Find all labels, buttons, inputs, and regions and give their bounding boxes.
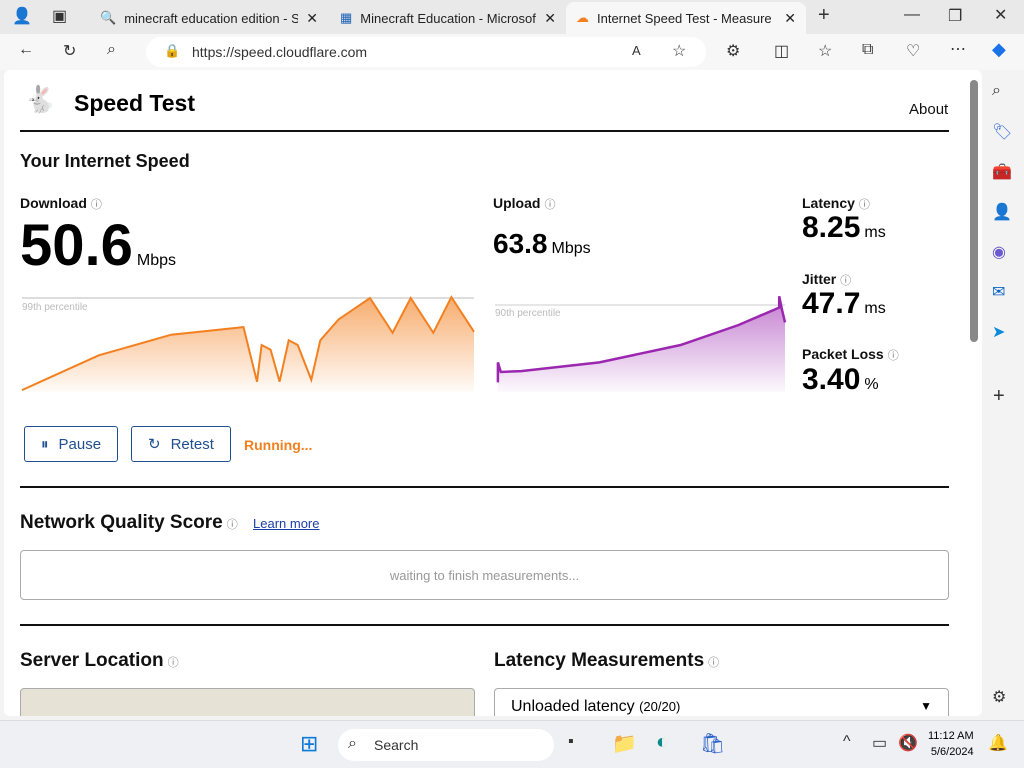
upload-value: 63.8 Mbps [493, 228, 591, 259]
latency-select[interactable]: Unloaded latency (20/20) ▼ [494, 688, 949, 716]
divider [20, 624, 949, 626]
extensions-icon[interactable]: ⚙ [726, 43, 741, 60]
browser-essentials-icon[interactable]: ♡ [906, 43, 921, 60]
tab-actions-icon[interactable]: ▣ [52, 8, 68, 25]
show-hidden-icon[interactable]: ^ [843, 733, 851, 750]
search-icon[interactable]: ⌕ [992, 82, 1001, 99]
info-icon: ⓘ [544, 199, 556, 211]
close-window-icon[interactable]: ✕ [994, 7, 1008, 24]
latency-measurements-title: Latency Measurements ⓘ [494, 650, 720, 671]
site-title: Speed Test [74, 90, 195, 116]
tools-icon[interactable]: 🧰 [992, 164, 1012, 181]
copilot-icon[interactable]: ◆ [992, 39, 1006, 59]
latency-label: Latency ⓘ [802, 195, 870, 211]
download-label: Download ⓘ [20, 195, 102, 211]
close-tab-icon[interactable]: ✕ [306, 9, 318, 26]
back-icon[interactable]: ← [18, 41, 34, 58]
telegram-icon[interactable]: ➤ [992, 324, 1006, 341]
server-map[interactable] [20, 688, 475, 716]
shopping-icon[interactable]: 🏷 [992, 124, 1013, 141]
notifications-icon[interactable]: 🔔 [988, 735, 1008, 752]
close-tab-icon[interactable]: ✕ [784, 9, 796, 26]
taskbar: ⊞ ⌕ Search ▪ 📁 ◐ 🛍 ^ ▭ 🔇 11:12 AM 5/6/2024… [0, 720, 1024, 768]
learn-more-link[interactable]: Learn more [253, 516, 320, 531]
upload-area [497, 296, 785, 392]
search-icon[interactable]: ⌕ [107, 41, 116, 58]
edge-icon[interactable]: ◐ [656, 731, 669, 753]
settings-icon[interactable]: ⚙ [992, 689, 1007, 706]
packet-loss-value: 3.40% [802, 363, 879, 396]
file-explorer-icon[interactable]: 📁 [612, 733, 637, 755]
url-input[interactable]: 🔒 https://speed.cloudflare.com A ☆ [146, 37, 706, 67]
download-value: 50.6 Mbps [20, 213, 177, 278]
new-tab-icon[interactable]: + [818, 4, 830, 26]
volume-muted-icon[interactable]: 🔇 [898, 735, 918, 752]
scrollbar[interactable] [970, 80, 978, 342]
store-icon[interactable]: 🛍 [700, 733, 726, 755]
taskbar-search[interactable]: ⌕ Search [338, 729, 554, 761]
minimize-icon[interactable]: — [904, 6, 920, 23]
latency-value: 8.25 ms [802, 211, 886, 244]
upload-line [496, 296, 787, 383]
speed-test-page: 🐇 Speed Test About Your Internet Speed D… [4, 70, 982, 716]
windows-icon: ▦ [340, 10, 353, 25]
tab-minecraft-education[interactable]: ▦ Minecraft Education - Microsoft ✕ [340, 9, 556, 26]
more-icon[interactable]: ⋯ [950, 41, 966, 58]
section-title: Your Internet Speed [20, 151, 190, 171]
info-icon: ⓘ [226, 519, 238, 531]
clock[interactable]: 11:12 AM 5/6/2024 [928, 730, 974, 758]
download-area [22, 297, 474, 392]
dropdown-arrow-icon: ▼ [920, 699, 932, 713]
address-bar: ← ↻ ⌕ 🔒 https://speed.cloudflare.com A ☆ … [0, 34, 1024, 70]
quality-score-box: waiting to finish measurements... [20, 550, 949, 600]
collections-icon[interactable]: ⧉ [862, 41, 874, 58]
cloudflare-icon: ☁ [576, 10, 589, 25]
tab-bar: 👤 ▣ 🔍 minecraft education edition - Se ✕ ▦… [0, 0, 1024, 34]
start-icon[interactable]: ⊞ [300, 731, 319, 756]
profile-icon[interactable]: 👤 [12, 8, 32, 25]
edge-sidebar: ⌕ 🏷 🧰 👤 ◉ ✉ ➤ + ⚙ [984, 70, 1024, 720]
search-icon: ⌕ [348, 735, 357, 752]
rabbit-logo-icon: 🐇 [24, 84, 57, 114]
divider [20, 486, 949, 488]
search-icon: 🔍 [100, 10, 117, 25]
jitter-value: 47.7 ms [802, 287, 886, 320]
favorites-icon[interactable]: ☆ [818, 43, 833, 60]
about-link[interactable]: About [909, 101, 949, 118]
network-quality-title: Network Quality Score ⓘ [20, 512, 238, 533]
packet-loss-label: Packet Loss ⓘ [802, 346, 899, 362]
read-aloud-icon[interactable]: A [632, 43, 641, 58]
retest-button[interactable]: ↻ Retest [131, 426, 231, 462]
download-percentile-label: 99th percentile [22, 302, 88, 313]
jitter-label: Jitter ⓘ [802, 271, 852, 287]
network-icon[interactable]: ▭ [872, 735, 888, 752]
divider [20, 130, 949, 132]
task-view-icon[interactable]: ▪ [568, 733, 574, 750]
download-line [21, 295, 475, 392]
pause-icon: ⏸ [41, 435, 49, 453]
games-icon[interactable]: 👤 [992, 204, 1012, 221]
refresh-icon[interactable]: ↻ [63, 43, 77, 60]
tab-speed-test[interactable]: ☁ Internet Speed Test - Measure N ✕ [566, 2, 806, 34]
split-screen-icon[interactable]: ◫ [774, 43, 790, 60]
lock-icon[interactable]: 🔒 [164, 43, 181, 58]
outlook-icon[interactable]: ✉ [992, 284, 1006, 301]
retest-icon: ↻ [148, 436, 161, 453]
favorite-star-icon[interactable]: ☆ [672, 43, 687, 60]
tab-minecraft-search[interactable]: 🔍 minecraft education edition - Se ✕ [100, 9, 318, 26]
server-location-title: Server Location ⓘ [20, 650, 179, 671]
close-tab-icon[interactable]: ✕ [544, 9, 556, 26]
add-icon[interactable]: + [993, 385, 1005, 407]
upload-percentile-label: 90th percentile [495, 308, 561, 319]
pause-button[interactable]: ⏸ Pause [24, 426, 119, 462]
info-icon: ⓘ [90, 199, 102, 211]
speed-charts: 99th percentile 90th percentile [21, 295, 787, 392]
upload-label: Upload ⓘ [493, 195, 556, 211]
status-text: Running... [244, 437, 313, 453]
restore-icon[interactable]: ❐ [948, 8, 963, 25]
office-icon[interactable]: ◉ [992, 244, 1006, 261]
